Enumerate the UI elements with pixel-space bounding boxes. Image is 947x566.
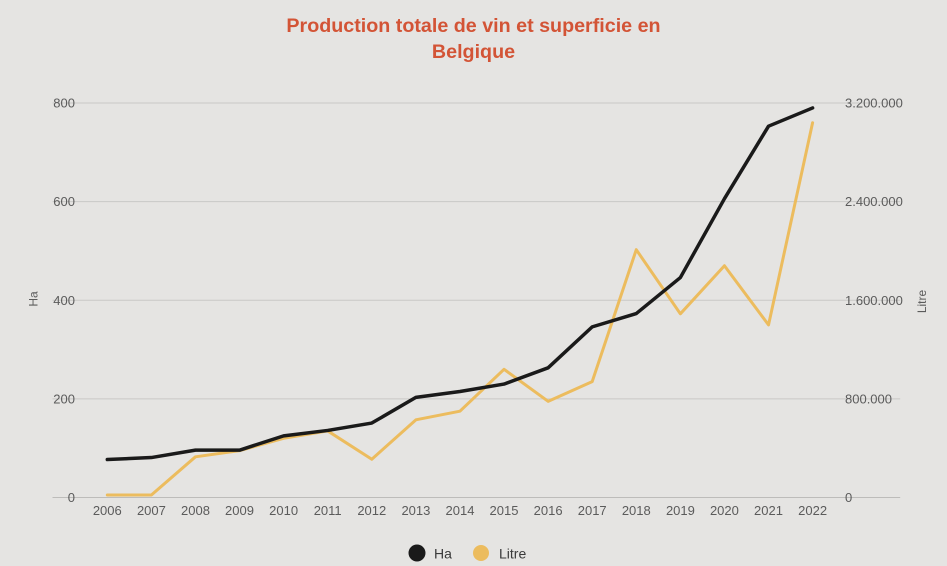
svg-text:800: 800 xyxy=(53,96,75,111)
svg-text:400: 400 xyxy=(53,293,75,308)
svg-text:0: 0 xyxy=(68,490,75,505)
svg-text:2007: 2007 xyxy=(137,503,166,518)
svg-text:2018: 2018 xyxy=(622,503,651,518)
svg-text:Ha: Ha xyxy=(434,546,452,562)
svg-text:2013: 2013 xyxy=(401,503,430,518)
svg-text:600: 600 xyxy=(53,194,75,209)
svg-text:2.400.000: 2.400.000 xyxy=(845,194,903,209)
svg-text:Litre: Litre xyxy=(499,546,526,562)
svg-text:0: 0 xyxy=(845,490,852,505)
svg-text:800.000: 800.000 xyxy=(845,391,892,406)
svg-text:2012: 2012 xyxy=(357,503,386,518)
svg-text:Litre: Litre xyxy=(915,290,929,314)
svg-text:2008: 2008 xyxy=(181,503,210,518)
svg-text:2009: 2009 xyxy=(225,503,254,518)
svg-text:2014: 2014 xyxy=(446,503,475,518)
svg-text:3.200.000: 3.200.000 xyxy=(845,96,903,111)
svg-text:2020: 2020 xyxy=(710,503,739,518)
svg-text:2017: 2017 xyxy=(578,503,607,518)
svg-text:2021: 2021 xyxy=(754,503,783,518)
svg-text:2015: 2015 xyxy=(490,503,519,518)
svg-text:2011: 2011 xyxy=(314,503,342,518)
svg-text:200: 200 xyxy=(53,391,75,406)
svg-text:2006: 2006 xyxy=(93,503,122,518)
svg-text:2016: 2016 xyxy=(534,503,563,518)
svg-text:2019: 2019 xyxy=(666,503,695,518)
svg-text:1.600.000: 1.600.000 xyxy=(845,293,903,308)
svg-text:2010: 2010 xyxy=(269,503,298,518)
svg-text:2022: 2022 xyxy=(798,503,827,518)
svg-text:Ha: Ha xyxy=(27,291,41,307)
